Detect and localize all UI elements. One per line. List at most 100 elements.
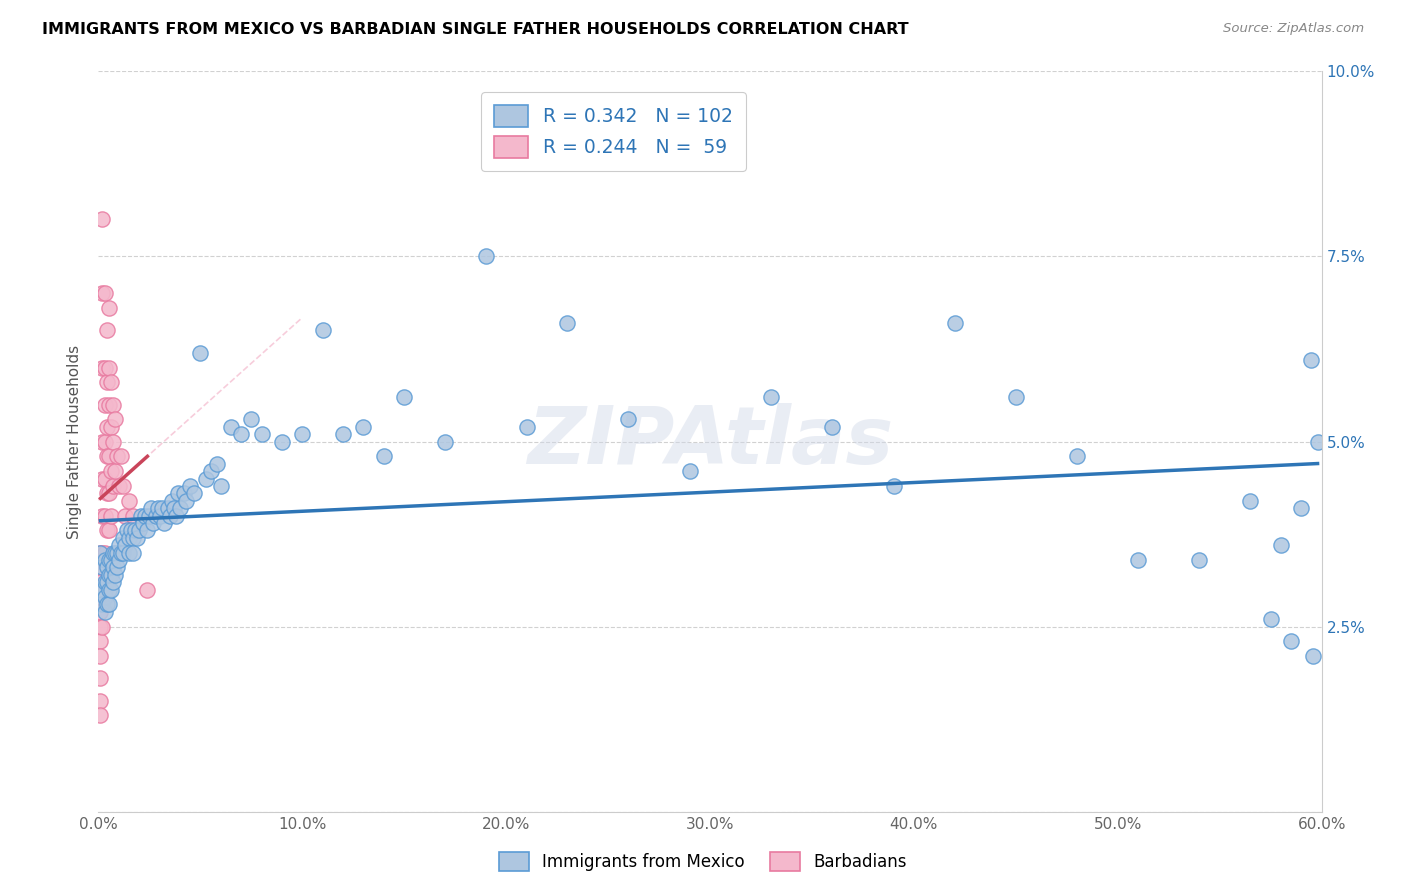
Point bbox=[209, 479, 232, 493]
Point bbox=[332, 427, 354, 442]
Point bbox=[111, 531, 134, 545]
Point bbox=[105, 560, 128, 574]
Point bbox=[392, 390, 416, 404]
Point bbox=[93, 575, 115, 590]
Point bbox=[97, 582, 120, 597]
Point bbox=[118, 545, 141, 560]
Point bbox=[108, 553, 131, 567]
Point bbox=[127, 531, 149, 545]
Point bbox=[91, 598, 114, 612]
Point bbox=[91, 582, 114, 597]
Point bbox=[89, 582, 111, 597]
Point bbox=[101, 434, 124, 449]
Point bbox=[93, 553, 115, 567]
Point bbox=[101, 575, 124, 590]
Point bbox=[149, 508, 172, 523]
Point bbox=[127, 524, 149, 538]
Point bbox=[821, 419, 844, 434]
Text: ZIPAtlas: ZIPAtlas bbox=[527, 402, 893, 481]
Point bbox=[93, 582, 115, 597]
Point bbox=[93, 545, 115, 560]
Point bbox=[93, 590, 115, 604]
Point bbox=[373, 450, 395, 464]
Point bbox=[141, 501, 163, 516]
Point bbox=[150, 501, 173, 516]
Point bbox=[165, 508, 187, 523]
Point bbox=[169, 501, 191, 516]
Point bbox=[96, 486, 118, 500]
Point bbox=[195, 472, 218, 486]
Point bbox=[93, 360, 115, 375]
Point bbox=[138, 508, 160, 523]
Point bbox=[617, 412, 640, 426]
Point bbox=[129, 508, 152, 523]
Point bbox=[104, 464, 127, 478]
Point bbox=[136, 524, 159, 538]
Point bbox=[1260, 612, 1282, 626]
Point bbox=[291, 427, 314, 442]
Point bbox=[89, 672, 111, 686]
Point bbox=[91, 212, 114, 227]
Point bbox=[1004, 390, 1026, 404]
Point bbox=[89, 545, 111, 560]
Point bbox=[105, 450, 128, 464]
Point bbox=[163, 501, 186, 516]
Point bbox=[108, 538, 131, 552]
Point bbox=[219, 419, 242, 434]
Point bbox=[114, 508, 136, 523]
Point bbox=[91, 582, 114, 597]
Point bbox=[174, 493, 197, 508]
Point bbox=[250, 427, 273, 442]
Point bbox=[1128, 553, 1150, 567]
Point bbox=[89, 649, 111, 664]
Point bbox=[128, 524, 150, 538]
Point bbox=[93, 472, 115, 486]
Point bbox=[1270, 538, 1292, 552]
Point bbox=[104, 545, 127, 560]
Point bbox=[91, 360, 114, 375]
Point bbox=[96, 376, 118, 390]
Point bbox=[89, 590, 111, 604]
Point bbox=[516, 419, 538, 434]
Point bbox=[96, 419, 118, 434]
Point bbox=[1301, 353, 1323, 368]
Point bbox=[101, 398, 124, 412]
Point bbox=[118, 531, 141, 545]
Point bbox=[1306, 434, 1329, 449]
Point bbox=[200, 464, 222, 478]
Point bbox=[97, 486, 120, 500]
Point bbox=[1279, 634, 1302, 648]
Point bbox=[91, 472, 114, 486]
Point bbox=[101, 545, 124, 560]
Point bbox=[883, 479, 905, 493]
Point bbox=[122, 545, 145, 560]
Point bbox=[89, 708, 111, 723]
Point bbox=[91, 545, 114, 560]
Point bbox=[111, 545, 134, 560]
Point bbox=[96, 450, 118, 464]
Point bbox=[270, 434, 294, 449]
Point bbox=[93, 398, 115, 412]
Point bbox=[352, 419, 374, 434]
Point bbox=[97, 598, 120, 612]
Point bbox=[100, 567, 122, 582]
Point bbox=[97, 360, 120, 375]
Point bbox=[101, 560, 124, 574]
Point bbox=[110, 450, 132, 464]
Point bbox=[105, 545, 128, 560]
Text: IMMIGRANTS FROM MEXICO VS BARBADIAN SINGLE FATHER HOUSEHOLDS CORRELATION CHART: IMMIGRANTS FROM MEXICO VS BARBADIAN SING… bbox=[42, 22, 908, 37]
Point bbox=[96, 575, 118, 590]
Point bbox=[1239, 493, 1261, 508]
Point bbox=[679, 464, 702, 478]
Point bbox=[1188, 553, 1211, 567]
Point bbox=[179, 479, 201, 493]
Text: Source: ZipAtlas.com: Source: ZipAtlas.com bbox=[1223, 22, 1364, 36]
Legend: Immigrants from Mexico, Barbadians: Immigrants from Mexico, Barbadians bbox=[491, 843, 915, 880]
Point bbox=[100, 508, 122, 523]
Point bbox=[93, 508, 115, 523]
Point bbox=[100, 553, 122, 567]
Point bbox=[97, 553, 120, 567]
Point bbox=[114, 538, 136, 552]
Point bbox=[1302, 649, 1324, 664]
Point bbox=[91, 619, 114, 633]
